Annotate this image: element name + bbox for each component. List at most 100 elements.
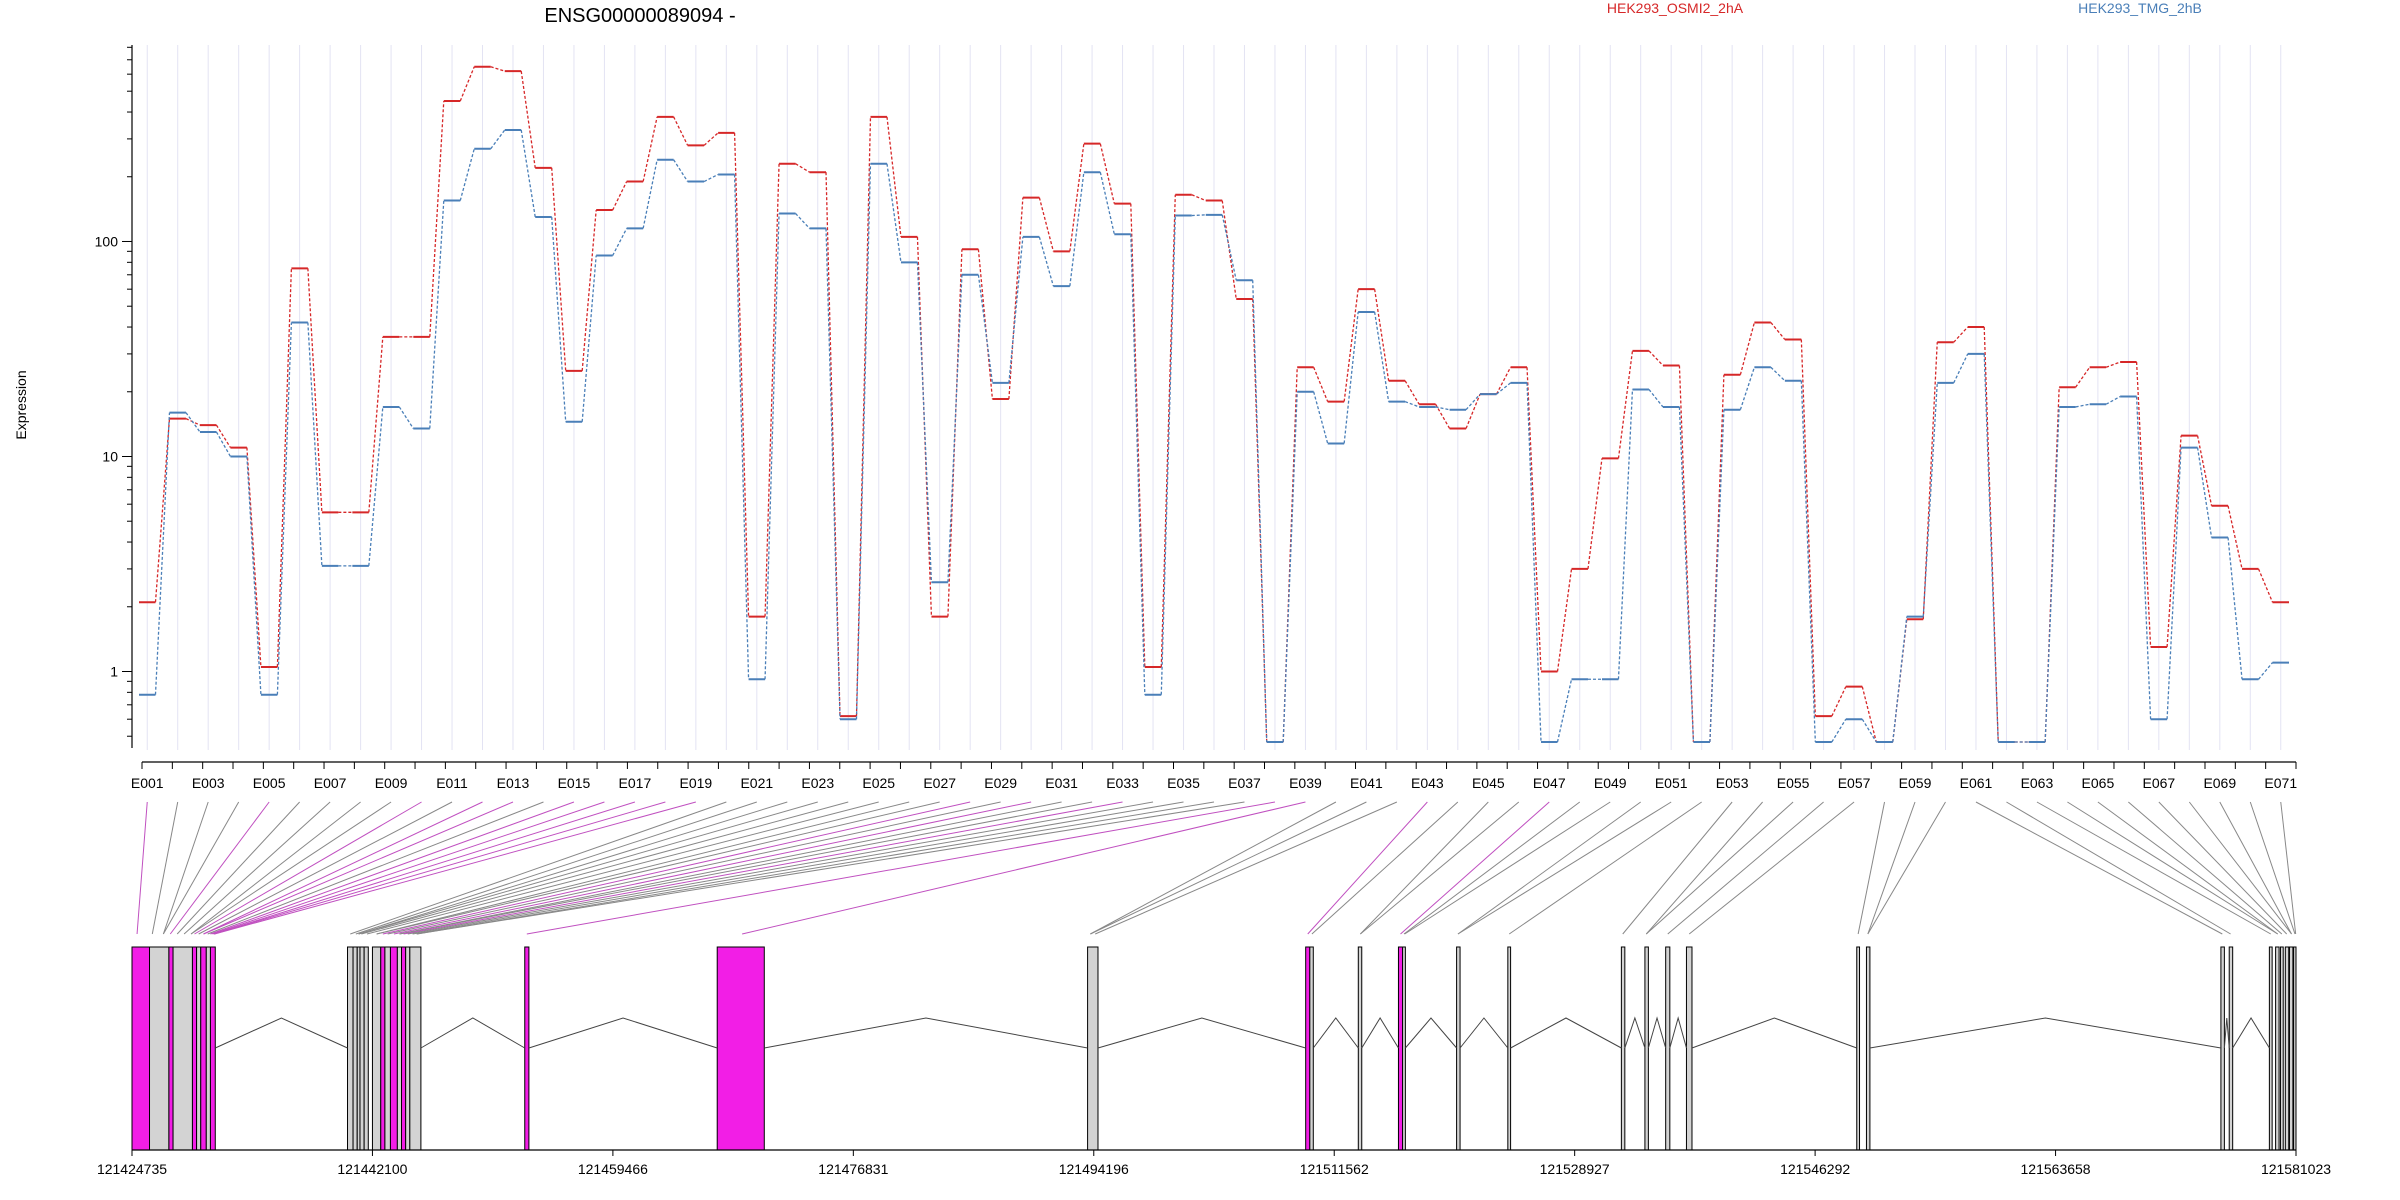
intron-line <box>1647 1016 1667 1049</box>
series-connector <box>551 167 567 371</box>
connector-line <box>1857 801 1886 935</box>
exon-block <box>1644 946 1649 1151</box>
connector-line <box>1307 801 1428 935</box>
y-tick-label: 1 <box>110 663 118 679</box>
exon-block <box>1357 946 1363 1151</box>
series-connector <box>2075 366 2091 388</box>
gene-model-track <box>131 946 2297 1151</box>
series-connector <box>1953 326 1969 343</box>
y-tick-label: 100 <box>95 233 119 249</box>
exon-block <box>2284 946 2290 1151</box>
series-connector <box>1099 172 1115 235</box>
exon-block-highlight <box>1397 946 1404 1151</box>
exon-block-highlight <box>716 946 765 1151</box>
series-connector <box>1373 311 1390 402</box>
series-connector <box>795 213 811 229</box>
intron-line <box>2223 1017 2230 1049</box>
series-connector <box>1465 393 1481 429</box>
connector-line <box>1090 801 1367 935</box>
series-connector <box>1922 382 1938 617</box>
series-connector <box>916 262 933 583</box>
series-connector <box>2196 447 2213 538</box>
x-tick-label: E045 <box>1472 775 1505 791</box>
x-tick-label: E059 <box>1899 775 1932 791</box>
genomic-coordinate-axis: 121424735 121442100 121459466 121476831 1214… <box>97 1149 2331 1177</box>
series-connector <box>1983 353 1999 743</box>
exon-block <box>405 946 411 1151</box>
series-connector <box>1526 367 1542 672</box>
series-connector <box>1160 194 1176 667</box>
series-connector <box>2196 435 2213 506</box>
series-connector <box>703 173 719 183</box>
connector-line <box>2036 801 2272 935</box>
connector-line <box>136 801 148 935</box>
exon-block <box>384 946 391 1151</box>
series-connector <box>307 268 323 513</box>
intron-line <box>1459 1017 1509 1049</box>
series-connector <box>1465 393 1481 411</box>
intron-line <box>1691 1017 1857 1049</box>
series-connector <box>1739 322 1756 375</box>
series-connector <box>368 406 384 566</box>
connector-line <box>1095 801 1398 935</box>
x-tick-label: E069 <box>2203 775 2236 791</box>
series-connector <box>1404 400 1420 408</box>
connector-line <box>203 801 483 935</box>
series-connector <box>733 132 750 617</box>
exon-block <box>1665 946 1671 1151</box>
series-connector <box>429 100 445 337</box>
intron-line <box>215 1017 348 1049</box>
exon-block <box>149 946 170 1151</box>
genomic-tick-label: 121442100 <box>337 1161 407 1177</box>
series-connector <box>612 228 628 256</box>
intron-line <box>420 1017 525 1049</box>
series-connector <box>1709 409 1725 743</box>
x-tick-label: E067 <box>2142 775 2175 791</box>
series-connector <box>1038 197 1054 252</box>
series-connector <box>154 418 171 603</box>
series-connector <box>1922 342 1938 620</box>
connector-line <box>1667 801 1824 935</box>
legend-series-b: HEK293_TMG_2hB <box>2078 0 2202 16</box>
connector-line <box>1403 801 1581 935</box>
connector-line <box>2067 801 2278 935</box>
connector-line <box>2280 801 2297 935</box>
series-lines <box>139 65 2289 743</box>
series-connector <box>1404 380 1420 405</box>
series-connector <box>1069 143 1085 252</box>
series-connector <box>459 148 475 201</box>
x-tick-label: E035 <box>1167 775 1200 791</box>
connector-line <box>207 801 544 935</box>
legend-series-a: HEK293_OSMI2_2hA <box>1607 0 1744 16</box>
exon-block <box>2288 946 2294 1151</box>
x-tick-label: E049 <box>1594 775 1627 791</box>
connector-line <box>526 801 1276 935</box>
connector-line <box>214 801 696 935</box>
connector-line <box>1645 801 1763 935</box>
genomic-tick-label: 121494196 <box>1059 1161 1129 1177</box>
series-connector <box>1038 236 1054 287</box>
exon-block-highlight <box>389 946 398 1151</box>
genomic-tick-label: 121528927 <box>1540 1161 1610 1177</box>
series-connector <box>1130 203 1146 667</box>
connector-line <box>416 801 1215 935</box>
series-connector <box>276 322 293 695</box>
x-tick-label: E015 <box>558 775 591 791</box>
x-tick-label: E055 <box>1777 775 1810 791</box>
x-tick-label: E037 <box>1228 775 1261 791</box>
series-connector <box>947 249 963 617</box>
series-connector <box>1069 172 1085 287</box>
series-b <box>139 128 2289 743</box>
y-tick-label: 10 <box>102 448 118 464</box>
series-connector <box>1313 391 1329 444</box>
exon-block <box>1087 946 1099 1151</box>
vertical-gridlines <box>146 45 2282 750</box>
series-connector <box>2105 395 2121 405</box>
connector-line <box>2006 801 2231 935</box>
connector-line <box>376 801 910 935</box>
series-connector <box>1770 322 1786 340</box>
x-tick-label: E009 <box>375 775 408 791</box>
exon-block <box>1456 946 1461 1151</box>
x-tick-label: E021 <box>740 775 773 791</box>
series-connector <box>1617 350 1634 459</box>
